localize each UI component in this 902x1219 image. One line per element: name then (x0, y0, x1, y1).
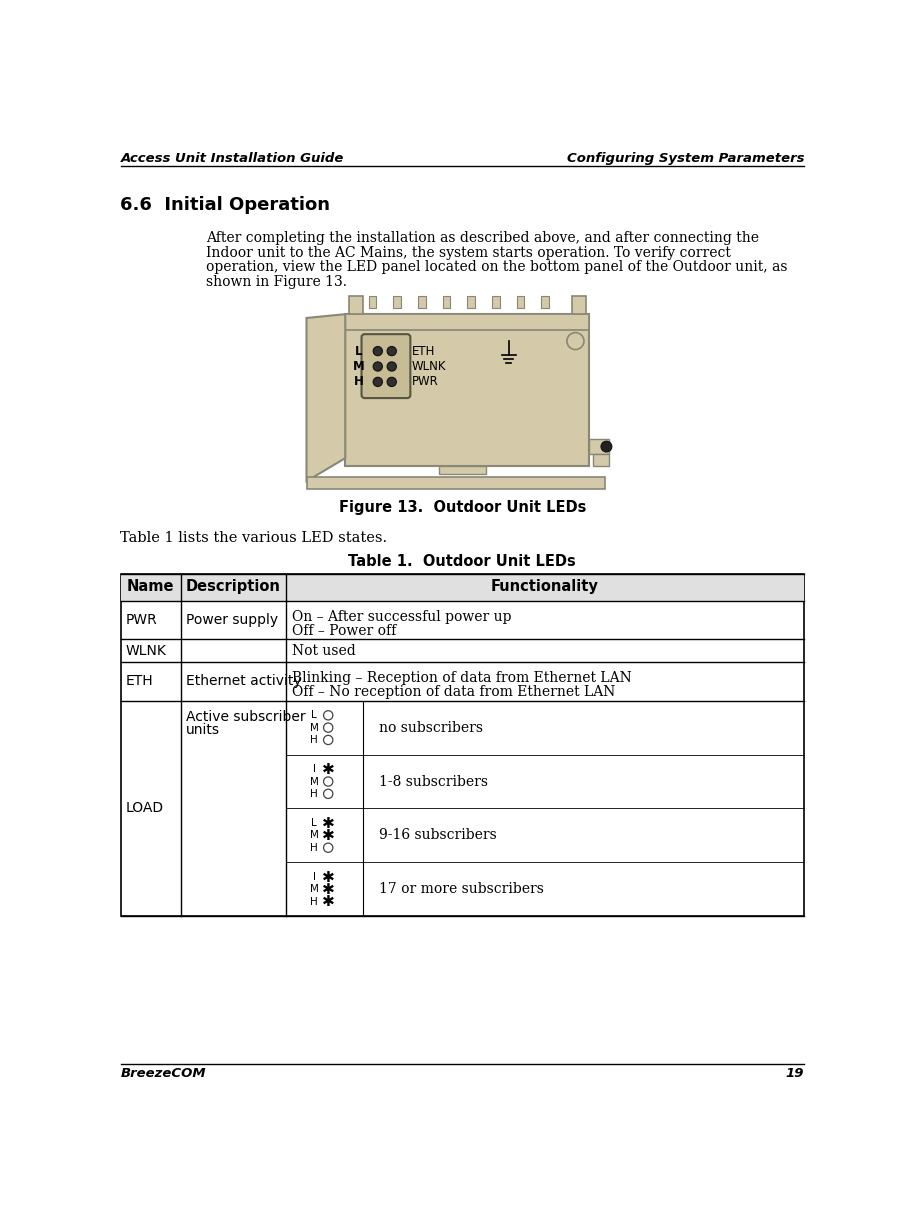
Bar (369, 296, 376, 308)
Text: Configuring System Parameters: Configuring System Parameters (566, 152, 804, 166)
Circle shape (373, 377, 382, 386)
Bar (467, 296, 475, 308)
Text: I: I (313, 764, 316, 774)
Text: ✱: ✱ (322, 895, 335, 909)
Circle shape (373, 362, 382, 371)
Circle shape (324, 844, 333, 852)
Text: ETH: ETH (125, 674, 152, 689)
Bar (572, 296, 585, 315)
Text: WLNK: WLNK (412, 360, 446, 373)
Text: Access Unit Installation Guide: Access Unit Installation Guide (121, 152, 344, 166)
Circle shape (387, 362, 396, 371)
Bar (541, 296, 549, 308)
Text: ✱: ✱ (322, 828, 335, 842)
Bar (517, 296, 524, 308)
Text: 19: 19 (786, 1067, 804, 1080)
Circle shape (324, 735, 333, 745)
Bar (418, 296, 426, 308)
Bar (121, 574, 804, 601)
Text: Figure 13.  Outdoor Unit LEDs: Figure 13. Outdoor Unit LEDs (338, 501, 586, 516)
Bar (439, 466, 485, 473)
Circle shape (601, 441, 612, 452)
Polygon shape (307, 315, 345, 482)
Circle shape (324, 789, 333, 798)
Bar (345, 315, 589, 466)
Bar (121, 574, 804, 917)
Text: ✱: ✱ (322, 881, 335, 897)
Text: Off – Power off: Off – Power off (291, 624, 396, 638)
Text: PWR: PWR (125, 613, 157, 627)
Bar (349, 296, 364, 315)
Text: L: L (354, 345, 363, 357)
Text: On – After successful power up: On – After successful power up (291, 610, 511, 624)
Text: LOAD: LOAD (125, 801, 163, 816)
Text: 1-8 subscribers: 1-8 subscribers (379, 774, 488, 789)
Text: 17 or more subscribers: 17 or more subscribers (379, 883, 543, 896)
Circle shape (566, 333, 584, 350)
Circle shape (387, 346, 396, 356)
Text: Not used: Not used (291, 644, 355, 657)
Text: BreezeCOM: BreezeCOM (121, 1067, 206, 1080)
Text: Functionality: Functionality (491, 579, 598, 594)
Text: Table 1.  Outdoor Unit LEDs: Table 1. Outdoor Unit LEDs (348, 555, 576, 569)
Text: no subscribers: no subscribers (379, 720, 483, 735)
Text: ✱: ✱ (322, 869, 335, 885)
Text: H: H (354, 375, 364, 389)
Text: Power supply: Power supply (186, 613, 278, 627)
Text: ETH: ETH (412, 345, 436, 357)
Text: Ethernet activity: Ethernet activity (186, 674, 301, 689)
Bar (307, 478, 605, 489)
Bar (443, 296, 450, 308)
Text: shown in Figure 13.: shown in Figure 13. (206, 274, 346, 289)
Text: After completing the installation as described above, and after connecting the: After completing the installation as des… (206, 230, 759, 245)
Text: WLNK: WLNK (125, 644, 166, 657)
Text: L: L (311, 818, 318, 828)
Text: Active subscriber: Active subscriber (186, 709, 305, 724)
Text: 6.6  Initial Operation: 6.6 Initial Operation (121, 196, 330, 215)
Circle shape (324, 777, 333, 786)
Bar (589, 439, 609, 455)
Text: M: M (309, 777, 318, 786)
Text: 9-16 subscribers: 9-16 subscribers (379, 829, 496, 842)
Text: Off – No reception of data from Ethernet LAN: Off – No reception of data from Ethernet… (291, 685, 615, 700)
Text: Description: Description (186, 579, 281, 594)
Text: M: M (353, 360, 364, 373)
Text: PWR: PWR (412, 375, 438, 389)
Text: ✱: ✱ (322, 816, 335, 830)
Circle shape (387, 377, 396, 386)
Text: Indoor unit to the AC Mains, the system starts operation. To verify correct: Indoor unit to the AC Mains, the system … (206, 245, 731, 260)
Text: M: M (309, 723, 318, 733)
Bar (345, 315, 589, 329)
Circle shape (373, 346, 382, 356)
Text: Blinking – Reception of data from Ethernet LAN: Blinking – Reception of data from Ethern… (291, 672, 631, 685)
Text: units: units (186, 723, 219, 737)
FancyBboxPatch shape (362, 334, 410, 399)
Text: H: H (310, 897, 318, 907)
Text: H: H (310, 735, 318, 745)
Circle shape (324, 711, 333, 720)
Text: I: I (313, 872, 316, 883)
Text: M: M (309, 884, 318, 895)
Text: H: H (310, 789, 318, 798)
Text: Name: Name (127, 579, 174, 594)
Text: Table 1 lists the various LED states.: Table 1 lists the various LED states. (121, 531, 388, 545)
Text: H: H (310, 842, 318, 853)
Bar (492, 296, 500, 308)
Bar (594, 455, 609, 466)
Text: operation, view the LED panel located on the bottom panel of the Outdoor unit, a: operation, view the LED panel located on… (206, 260, 787, 274)
Text: M: M (309, 830, 318, 840)
Text: ✱: ✱ (322, 762, 335, 777)
Circle shape (324, 723, 333, 733)
Text: L: L (311, 711, 318, 720)
Bar (393, 296, 401, 308)
